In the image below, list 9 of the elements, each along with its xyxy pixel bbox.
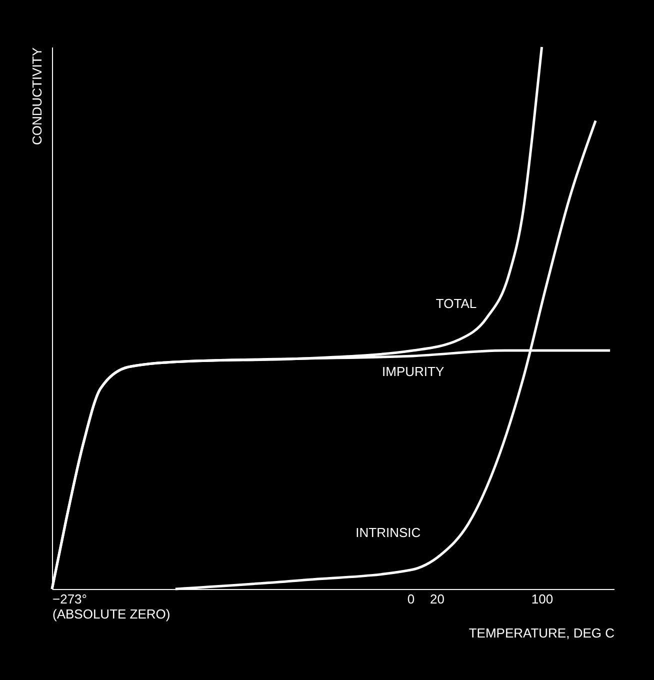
x-axis-title: TEMPERATURE, DEG C	[468, 626, 614, 640]
x-tick-label: 20	[430, 592, 444, 606]
x-tick-label: 100	[531, 592, 554, 606]
series-label: TOTAL	[436, 296, 477, 311]
y-axis-title: CONDUCTIVITY	[30, 47, 44, 145]
x-tick-label: −273° (ABSOLUTE ZERO)	[52, 592, 170, 622]
x-tick-label: 0	[407, 592, 415, 606]
series-label: INTRINSIC	[356, 524, 421, 540]
series-label: IMPURITY	[382, 364, 444, 379]
